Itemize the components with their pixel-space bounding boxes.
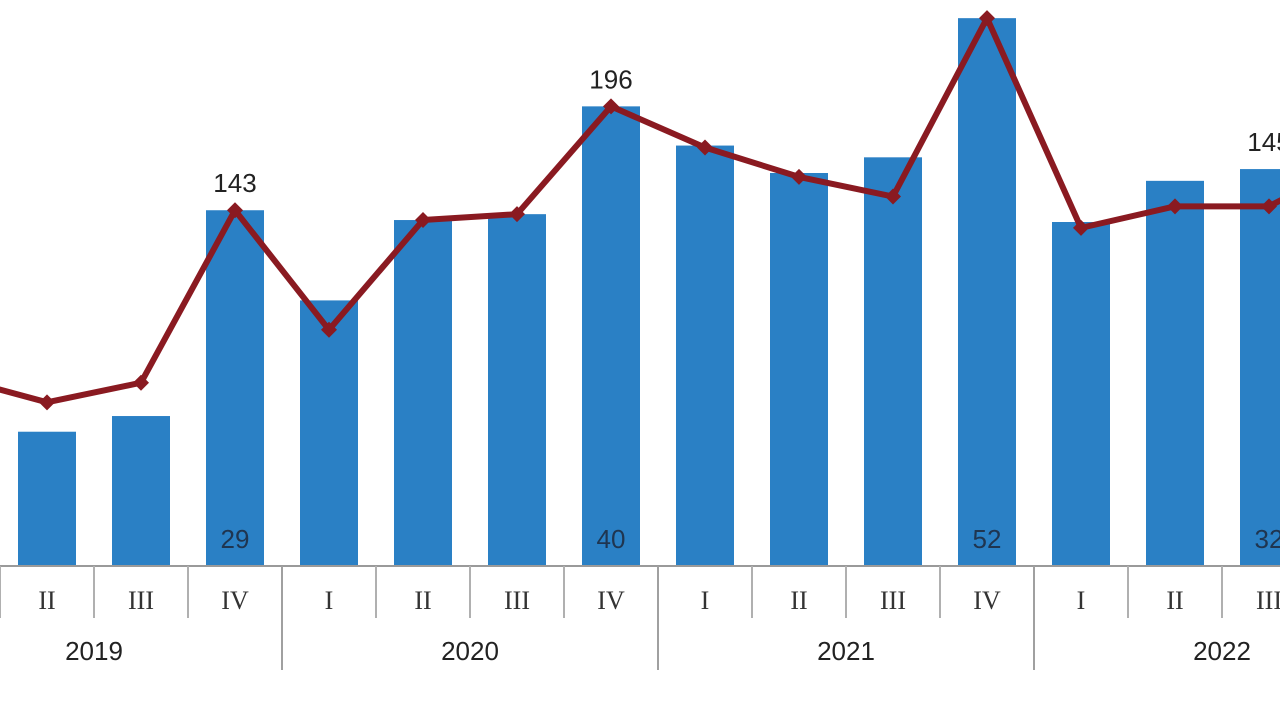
- quarter-label-6: III: [504, 586, 530, 615]
- year-label-2021: 2021: [817, 636, 875, 666]
- bar-4: [300, 300, 358, 565]
- bars-layer: [18, 18, 1280, 566]
- bar-9: [770, 173, 828, 565]
- line-point-6: [509, 206, 525, 223]
- bar-10: [864, 157, 922, 565]
- year-label-2019: 2019: [65, 636, 123, 666]
- value-label-7: 196: [589, 64, 632, 94]
- bar-8: [676, 145, 734, 565]
- value-label-14: 145: [1247, 127, 1280, 157]
- line-point-8: [697, 139, 713, 156]
- line-point-10: [885, 188, 901, 205]
- bar-13: [1146, 180, 1204, 565]
- bar-5: [394, 220, 452, 566]
- quarter-label-11: IV: [973, 586, 1001, 615]
- line-point-11: [979, 10, 995, 27]
- value-label-11: 241: [965, 0, 1008, 6]
- bar-inner-label-14: 32: [1255, 524, 1280, 554]
- line-point-12: [1073, 219, 1089, 236]
- quarter-label-7: IV: [597, 586, 625, 615]
- bar-6: [488, 214, 546, 565]
- quarter-label-4: I: [325, 586, 334, 615]
- bar-inner-label-3: 29: [221, 524, 250, 554]
- bar-14: [1240, 169, 1280, 565]
- bar-2: [112, 416, 170, 565]
- bar-inner-label-7: 40: [597, 524, 626, 554]
- bar-1: [18, 431, 76, 565]
- inner-labels-layer: 29 40 52 32: [221, 524, 1280, 554]
- line-point-4: [321, 321, 337, 338]
- line-point-1: [39, 394, 55, 411]
- line-point-5: [415, 212, 431, 229]
- year-label-2020: 2020: [441, 636, 499, 666]
- quarter-label-14: III: [1256, 586, 1280, 615]
- line-point-14: [1261, 198, 1277, 215]
- bar-11: [958, 18, 1016, 566]
- line-layer: [0, 10, 1280, 411]
- bar-inner-label-11: 52: [973, 524, 1002, 554]
- bar-12: [1052, 222, 1110, 565]
- quarter-label-5: II: [414, 586, 431, 615]
- bar-3: [206, 210, 264, 566]
- trend-line: [0, 15, 1280, 406]
- quarter-label-2: III: [128, 586, 154, 615]
- line-point-3: [227, 202, 243, 219]
- bar-7: [582, 106, 640, 566]
- quarter-label-8: I: [701, 586, 710, 615]
- quarter-label-1: II: [38, 586, 55, 615]
- quarter-label-10: III: [880, 586, 906, 615]
- quarter-label-9: II: [790, 586, 807, 615]
- line-point-13: [1167, 198, 1183, 215]
- value-label-3: 143: [213, 168, 256, 198]
- quarter-label-3: IV: [221, 586, 249, 615]
- line-point-9: [791, 168, 807, 185]
- year-label-2022: 2022: [1193, 636, 1251, 666]
- line-point-2: [133, 374, 149, 391]
- quarter-label-13: II: [1166, 586, 1183, 615]
- top-labels-layer: 143 196 241 145: [213, 0, 1280, 198]
- quarter-label-12: I: [1077, 586, 1086, 615]
- line-point-7: [603, 98, 619, 115]
